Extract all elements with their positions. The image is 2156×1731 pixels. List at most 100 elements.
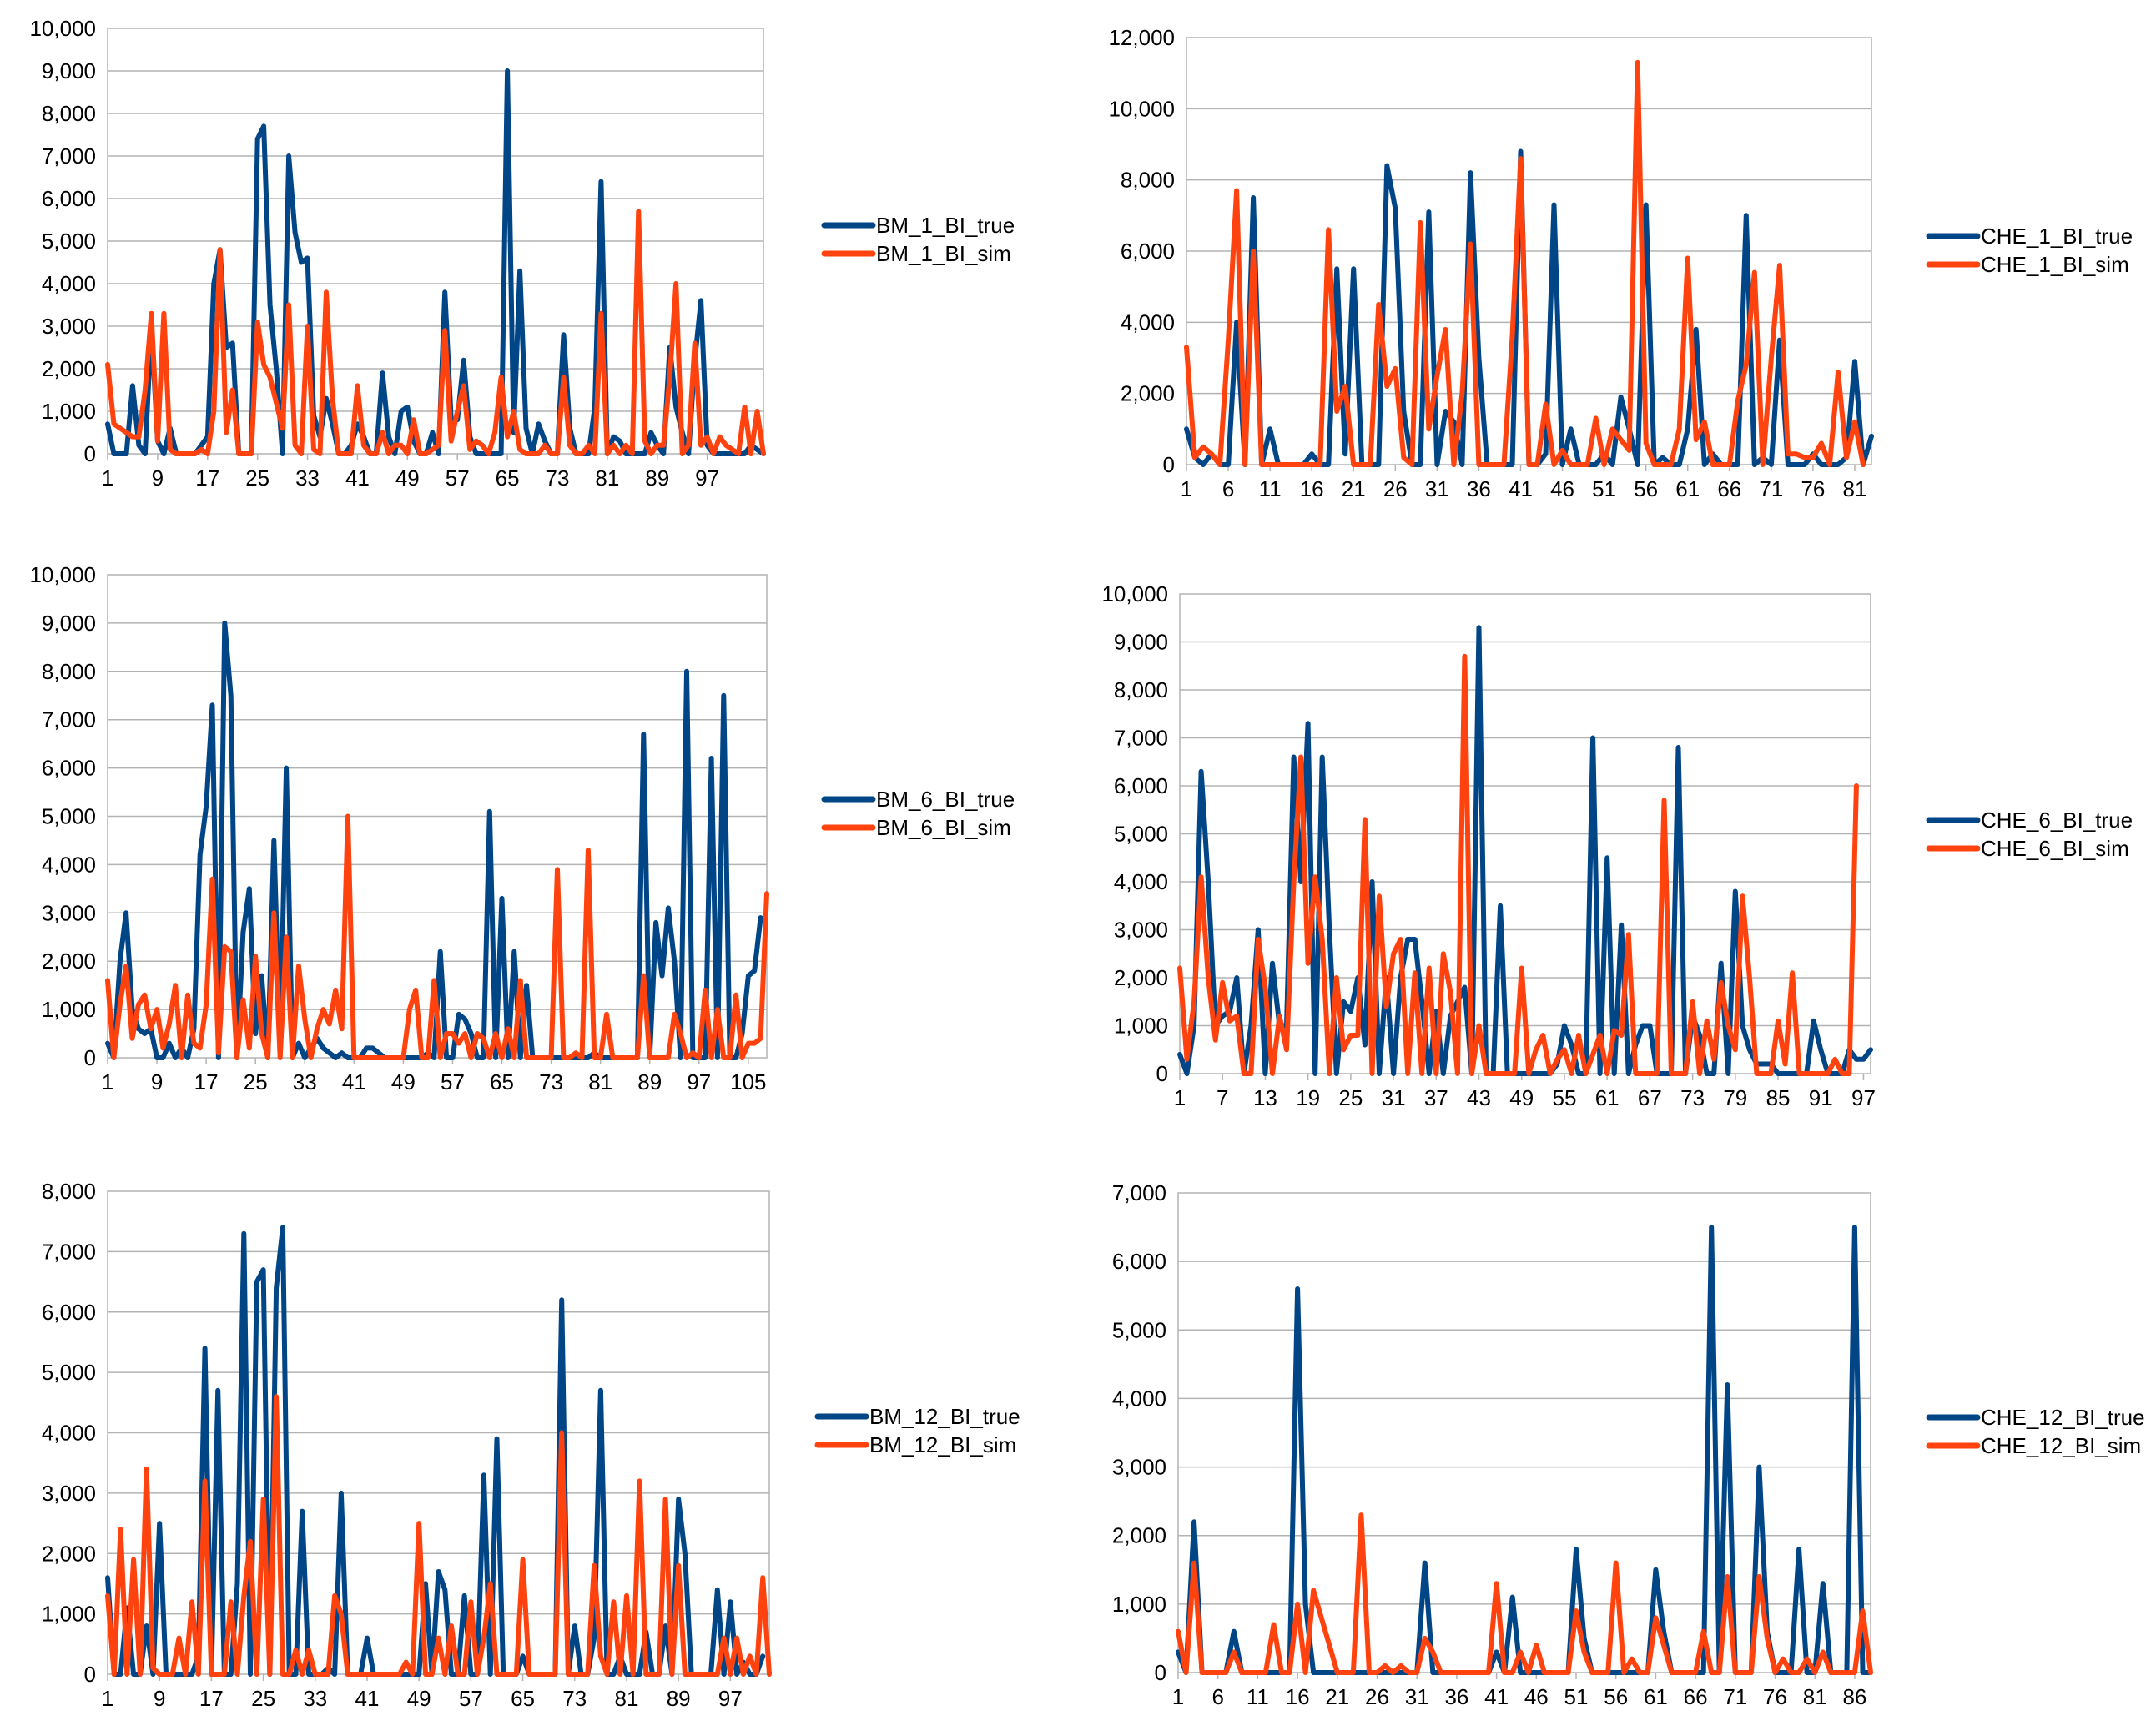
- y-tick-label: 6,000: [1112, 1249, 1166, 1274]
- y-tick-label: 0: [1156, 1061, 1168, 1086]
- chart-5: 0 1,000 2,000 3,000 4,000 5,000 6,000 7,000 8,00…: [42, 1179, 1020, 1711]
- y-tick-label: 5,000: [42, 804, 96, 829]
- y-tick-label: 0: [1155, 1660, 1166, 1685]
- y-tick-label: 8,000: [42, 1179, 96, 1204]
- x-tick-label: 73: [539, 1069, 563, 1094]
- y-tick-label: 4,000: [42, 852, 96, 877]
- x-tick-label: 41: [342, 1069, 366, 1094]
- series-line-1: [1176, 1225, 1873, 1675]
- x-tick-label: 81: [588, 1069, 612, 1094]
- chart-1: 0 1,000 2,000 3,000 4,000 5,000 6,000 7,000 8,00…: [29, 16, 1015, 491]
- x-tick-label: 67: [1638, 1085, 1662, 1110]
- x-tick-label: 31: [1425, 476, 1449, 501]
- x-tick-label: 97: [695, 465, 719, 491]
- x-tick-label: 25: [245, 465, 270, 491]
- y-tick-label: 1,000: [42, 1602, 96, 1627]
- x-tick-label: 49: [395, 465, 420, 491]
- y-tick-label: 8,000: [42, 101, 96, 126]
- x-tick-label: 61: [1595, 1085, 1620, 1110]
- x-tick-label: 6: [1211, 1684, 1223, 1709]
- legend-label: BM_12_BI_true: [869, 1404, 1020, 1429]
- x-tick-label: 13: [1253, 1085, 1277, 1110]
- series-line-2: [105, 813, 769, 1060]
- y-tick-label: 7,000: [42, 1239, 96, 1264]
- x-tick-label: 41: [1484, 1684, 1509, 1709]
- x-tick-label: 36: [1467, 476, 1491, 501]
- x-tick-label: 1: [1174, 1085, 1186, 1110]
- legend: BM_12_BI_true BM_12_BI_sim: [814, 1404, 1020, 1457]
- x-tick-label: 73: [546, 465, 570, 491]
- legend-label: CHE_1_BI_true: [1981, 224, 2133, 249]
- y-tick-label: 10,000: [29, 562, 96, 587]
- x-tick-label: 55: [1552, 1085, 1576, 1110]
- x-tick-label: 33: [293, 1069, 317, 1094]
- y-tick-label: 7,000: [1114, 726, 1168, 751]
- y-tick-label: 10,000: [29, 16, 96, 41]
- x-tick-label: 73: [562, 1686, 587, 1711]
- legend-label: BM_6_BI_sim: [876, 815, 1011, 840]
- x-tick-label: 1: [1172, 1684, 1184, 1709]
- y-tick-label: 0: [84, 1662, 96, 1687]
- x-tick-label: 41: [345, 465, 370, 491]
- y-tick-label: 8,000: [1121, 168, 1175, 193]
- x-tick-label: 91: [1809, 1085, 1833, 1110]
- legend: BM_6_BI_true BM_6_BI_sim: [821, 787, 1015, 840]
- series-line-2: [1184, 59, 1866, 467]
- chart-4: 0 1,000 2,000 3,000 4,000 5,000 6,000 7,000 8,00…: [1101, 581, 2133, 1110]
- x-tick-label: 1: [102, 465, 113, 491]
- y-tick-label: 6,000: [42, 1300, 96, 1325]
- x-tick-label: 79: [1723, 1085, 1747, 1110]
- y-tick-label: 7,000: [42, 143, 96, 169]
- y-tick-label: 6,000: [1114, 773, 1168, 798]
- y-tick-label: 2,000: [1121, 381, 1175, 406]
- x-tick-label: 17: [195, 465, 219, 491]
- x-tick-label: 7: [1217, 1085, 1228, 1110]
- legend-label: CHE_12_BI_sim: [1981, 1433, 2141, 1458]
- x-tick-label: 43: [1467, 1085, 1491, 1110]
- x-tick-label: 81: [1843, 476, 1867, 501]
- x-tick-label: 25: [1338, 1085, 1363, 1110]
- x-tick-label: 19: [1296, 1085, 1320, 1110]
- x-tick-label: 51: [1592, 476, 1616, 501]
- x-tick-label: 66: [1684, 1684, 1708, 1709]
- x-tick-label: 81: [1803, 1684, 1827, 1709]
- legend-label: CHE_1_BI_sim: [1981, 252, 2129, 277]
- x-tick-label: 65: [496, 465, 520, 491]
- x-tick-label: 97: [687, 1069, 711, 1094]
- y-tick-label: 9,000: [42, 611, 96, 636]
- legend: CHE_6_BI_true CHE_6_BI_sim: [1926, 808, 2133, 861]
- series-line-2: [105, 1394, 772, 1677]
- x-tick-label: 36: [1444, 1684, 1468, 1709]
- x-tick-label: 73: [1680, 1085, 1705, 1110]
- legend-label: BM_6_BI_true: [876, 787, 1015, 812]
- x-tick-label: 11: [1259, 476, 1282, 501]
- x-tick-label: 76: [1801, 476, 1825, 501]
- x-tick-label: 57: [459, 1686, 483, 1711]
- x-tick-label: 81: [595, 465, 619, 491]
- x-tick-label: 76: [1763, 1684, 1787, 1709]
- y-tick-label: 6,000: [42, 186, 96, 211]
- x-tick-label: 86: [1842, 1684, 1866, 1709]
- y-tick-label: 4,000: [42, 271, 96, 296]
- legend-label: CHE_6_BI_true: [1981, 808, 2133, 833]
- y-tick-label: 2,000: [1114, 965, 1168, 990]
- x-tick-label: 97: [718, 1686, 743, 1711]
- x-tick-label: 49: [407, 1686, 431, 1711]
- x-tick-label: 33: [295, 465, 320, 491]
- y-tick-label: 3,000: [42, 314, 96, 339]
- x-tick-label: 81: [614, 1686, 638, 1711]
- y-tick-label: 2,000: [42, 356, 96, 381]
- y-tick-label: 0: [84, 441, 96, 466]
- x-tick-label: 89: [645, 465, 669, 491]
- y-tick-label: 2,000: [42, 1541, 96, 1566]
- y-tick-label: 1,000: [1114, 1014, 1168, 1039]
- x-tick-label: 49: [1509, 1085, 1534, 1110]
- y-tick-label: 2,000: [1112, 1523, 1166, 1548]
- y-tick-label: 1,000: [42, 399, 96, 424]
- y-tick-label: 4,000: [42, 1421, 96, 1446]
- x-tick-label: 17: [194, 1069, 219, 1094]
- legend: BM_1_BI_true BM_1_BI_sim: [821, 213, 1015, 266]
- chart-3: 0 1,000 2,000 3,000 4,000 5,000 6,000 7,000 8,00…: [29, 562, 1015, 1094]
- y-tick-label: 10,000: [1101, 581, 1168, 606]
- x-tick-label: 26: [1365, 1684, 1389, 1709]
